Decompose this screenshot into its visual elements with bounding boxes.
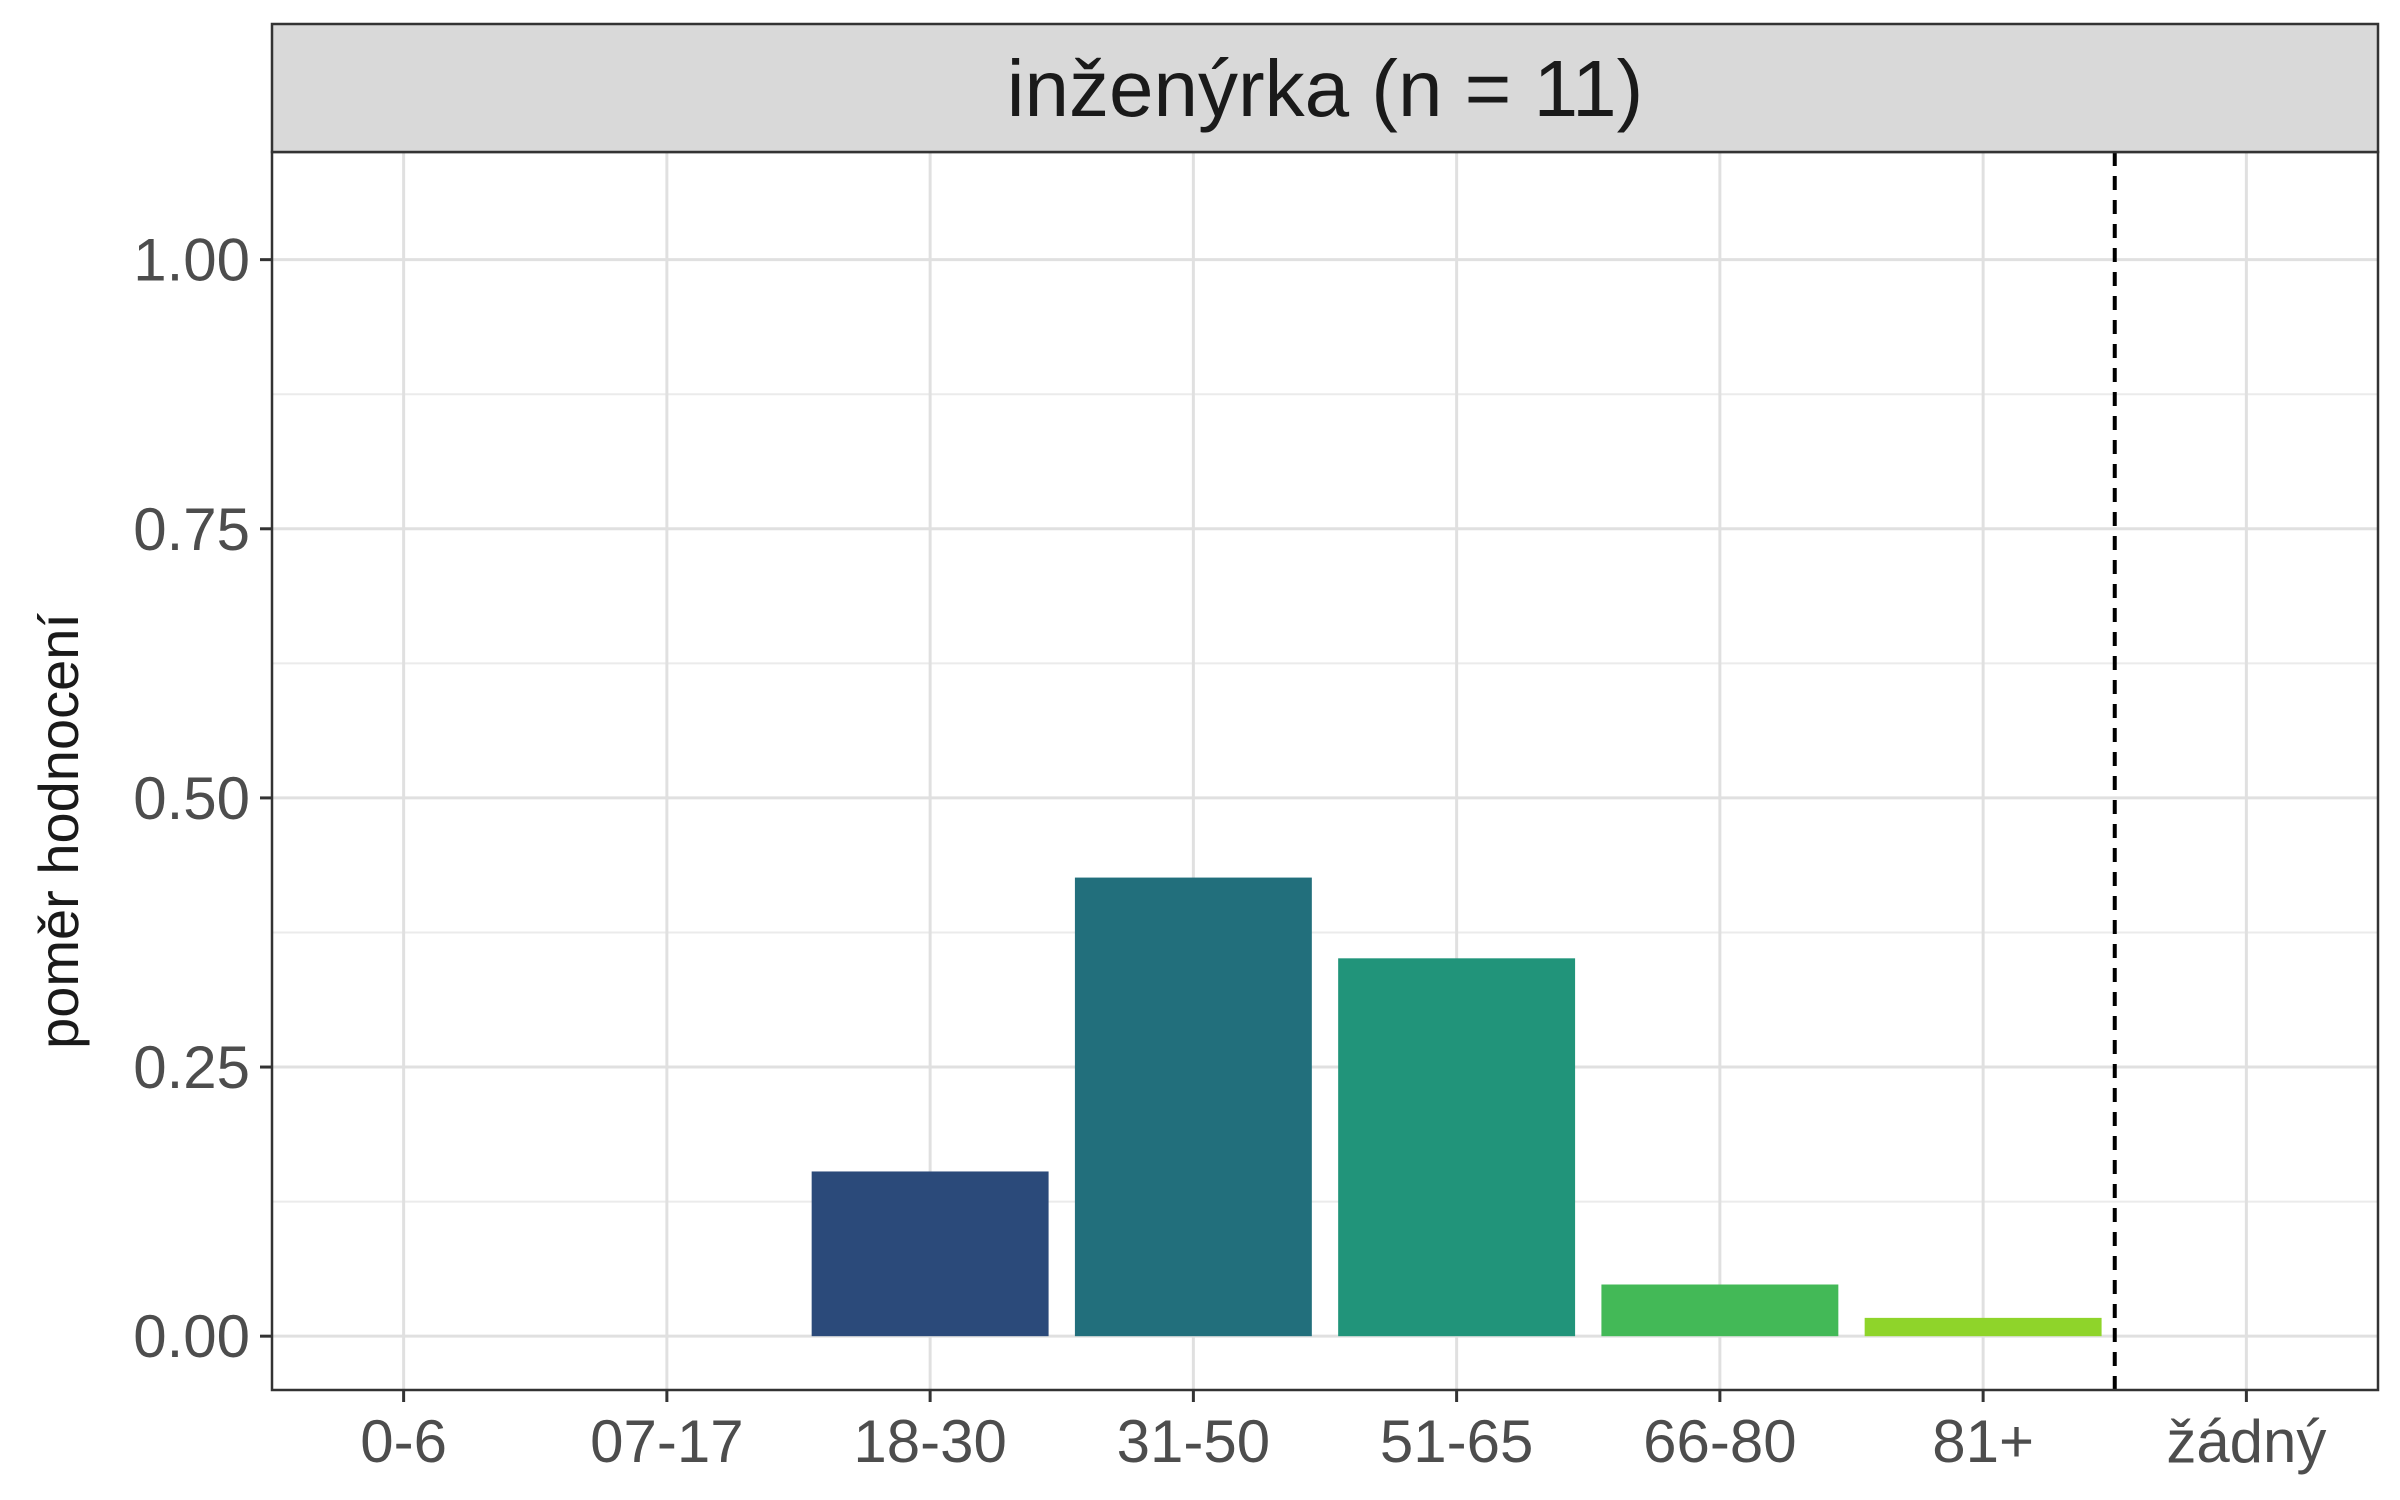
x-tick-label: 18-30 [853, 1408, 1006, 1475]
y-tick-label: 0.00 [133, 1303, 250, 1370]
bar-31-50 [1074, 877, 1312, 1337]
y-tick-label: 0.50 [133, 765, 250, 832]
bar-66-80 [1601, 1284, 1839, 1337]
y-tick-label: 0.75 [133, 496, 250, 563]
x-tick-label: 07-17 [590, 1408, 743, 1475]
major-gridlines [272, 152, 2378, 1390]
x-tick-label: 31-50 [1117, 1408, 1270, 1475]
facet-title: inženýrka (n = 11) [1007, 44, 1644, 133]
bar-81+ [1864, 1317, 2102, 1337]
x-tick-label: 81+ [1932, 1408, 2034, 1475]
x-axis: 0-6 07-17 18-30 31-50 51-65 66-80 81+ žádný [360, 1390, 2326, 1475]
x-tick-label: žádný [2166, 1408, 2326, 1475]
x-tick-label: 51-65 [1380, 1408, 1533, 1475]
y-tick-label: 0.25 [133, 1034, 250, 1101]
y-axis: 0.00 0.25 0.50 0.75 1.00 [133, 227, 272, 1370]
y-tick-label: 1.00 [133, 227, 250, 294]
minor-gridlines [272, 393, 2378, 1203]
x-tick-label: 0-6 [360, 1408, 447, 1475]
bars [811, 877, 2102, 1337]
bar-18-30 [811, 1171, 1049, 1337]
y-axis-title: poměr hodnocení [27, 613, 90, 1049]
x-tick-label: 66-80 [1643, 1408, 1796, 1475]
facet-strip [270, 22, 2380, 154]
panel-border [270, 150, 2380, 1392]
bar-51-65 [1338, 958, 1576, 1337]
